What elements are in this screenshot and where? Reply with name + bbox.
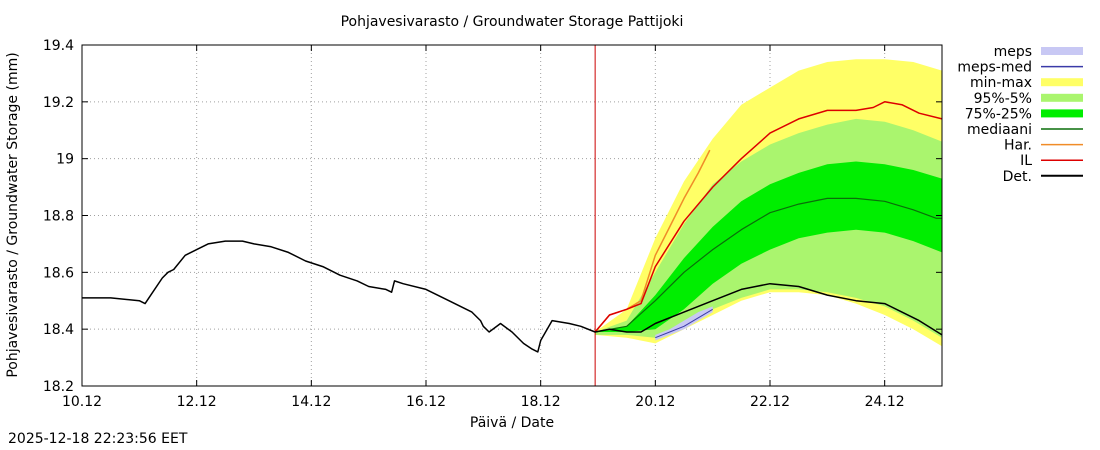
- legend-label: meps: [994, 44, 1032, 60]
- series-mediaani: [594, 197, 942, 333]
- y-tick-label: 19: [56, 152, 74, 168]
- plot-border: [81, 44, 943, 387]
- legend-label: IL: [1020, 153, 1032, 169]
- x-tick-label: 10.12: [62, 394, 102, 410]
- x-tick-label: 24.12: [865, 394, 905, 410]
- x-tick-label: 20.12: [635, 394, 675, 410]
- legend-swatch-minmax: [1041, 78, 1083, 87]
- legend-label: 95%-5%: [974, 91, 1032, 107]
- legend-label: min-max: [970, 75, 1032, 91]
- legend-label: meps-med: [957, 60, 1032, 76]
- y-tick-label: 19.4: [43, 38, 74, 54]
- legend-label: Det.: [1003, 169, 1032, 185]
- legend-swatch-p75-25: [1041, 109, 1083, 118]
- x-tick-label: 14.12: [291, 394, 331, 410]
- y-tick-label: 19.2: [43, 95, 74, 111]
- series-meps-med: [655, 308, 713, 339]
- x-axis-label: Päivä / Date: [470, 415, 554, 430]
- series-il: [594, 101, 943, 333]
- legend-label: mediaani: [967, 122, 1032, 138]
- x-tick-label: 12.12: [177, 394, 217, 410]
- legend-label: Har.: [1004, 138, 1032, 154]
- legend: mepsmeps-medmin-max95%-5%75%-25%mediaani…: [957, 44, 1083, 185]
- legend-swatch-meps: [1041, 47, 1083, 55]
- y-axis-label: Pohjavesivarasto / Groundwater Storage (…: [5, 52, 21, 377]
- legend-swatch-p95-5: [1041, 93, 1083, 102]
- y-tick-label: 18.2: [43, 379, 74, 395]
- timestamp: 2025-12-18 22:23:56 EET: [8, 431, 188, 447]
- y-tick-label: 18.8: [43, 209, 74, 225]
- x-tick-label: 16.12: [406, 394, 446, 410]
- band-p75-25: [595, 161, 942, 332]
- y-tick-label: 18.6: [43, 265, 74, 281]
- legend-label: 75%-25%: [965, 106, 1032, 122]
- x-tick-label: 18.12: [521, 394, 561, 410]
- y-tick-label: 18.4: [43, 322, 74, 338]
- x-tick-label: 22.12: [750, 394, 790, 410]
- chart-title: Pohjavesivarasto / Groundwater Storage P…: [341, 14, 684, 30]
- groundwater-chart: Pohjavesivarasto / Groundwater Storage P…: [5, 14, 1083, 430]
- series-det: [82, 240, 943, 353]
